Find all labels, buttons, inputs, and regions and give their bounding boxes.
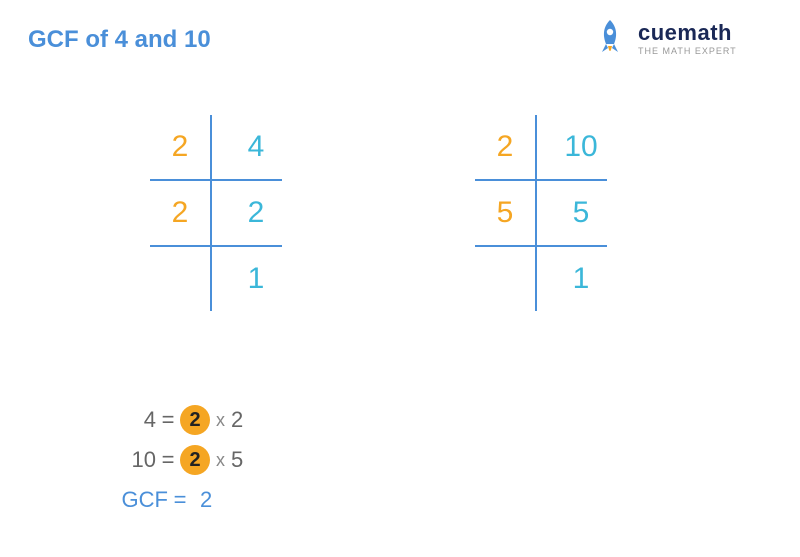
brand-logo: cuemath THE MATH EXPERT [590,18,737,58]
gcf-label: GCF [120,487,168,513]
eq-number: 4 [120,407,156,433]
equals-sign: = [156,447,180,473]
gcf-result: GCF= 2 [120,480,243,520]
quotient-cell: 10 [537,130,607,164]
page-title: GCF of 4 and 10 [28,26,211,54]
quotient-cell: 5 [537,196,607,230]
quotient-cell: 1 [537,262,607,296]
gcf-value: 2 [200,487,212,513]
factorization-row: 10=2x5 [120,440,243,480]
divisor-cell: 2 [150,130,210,164]
quotient-cell: 4 [212,130,282,164]
rocket-icon [590,18,630,58]
common-factor-circle: 2 [180,445,210,475]
factor-row: 22 [150,181,282,245]
divisor-cell: 2 [150,196,210,230]
factorization-row: 4=2x2 [120,400,243,440]
factor-row: 1 [475,247,607,311]
divisor-cell: 2 [475,130,535,164]
factor-table: 210551 [475,115,607,311]
times-sign: x [216,450,225,471]
eq-number: 10 [120,447,156,473]
factor-row: 1 [150,247,282,311]
remaining-factor: 2 [231,407,243,433]
brand-name: cuemath [638,20,737,46]
factor-row: 55 [475,181,607,245]
brand-tagline: THE MATH EXPERT [638,46,737,56]
divisor-cell: 5 [475,196,535,230]
times-sign: x [216,410,225,431]
factorization-block: 4=2x210=2x5GCF=2 [120,400,243,520]
common-factor-circle: 2 [180,405,210,435]
quotient-cell: 2 [212,196,282,230]
remaining-factor: 5 [231,447,243,473]
quotient-cell: 1 [212,262,282,296]
equals-sign: = [156,407,180,433]
factor-row: 210 [475,115,607,179]
factor-row: 24 [150,115,282,179]
equals-sign: = [168,487,192,513]
factor-table: 24221 [150,115,282,311]
